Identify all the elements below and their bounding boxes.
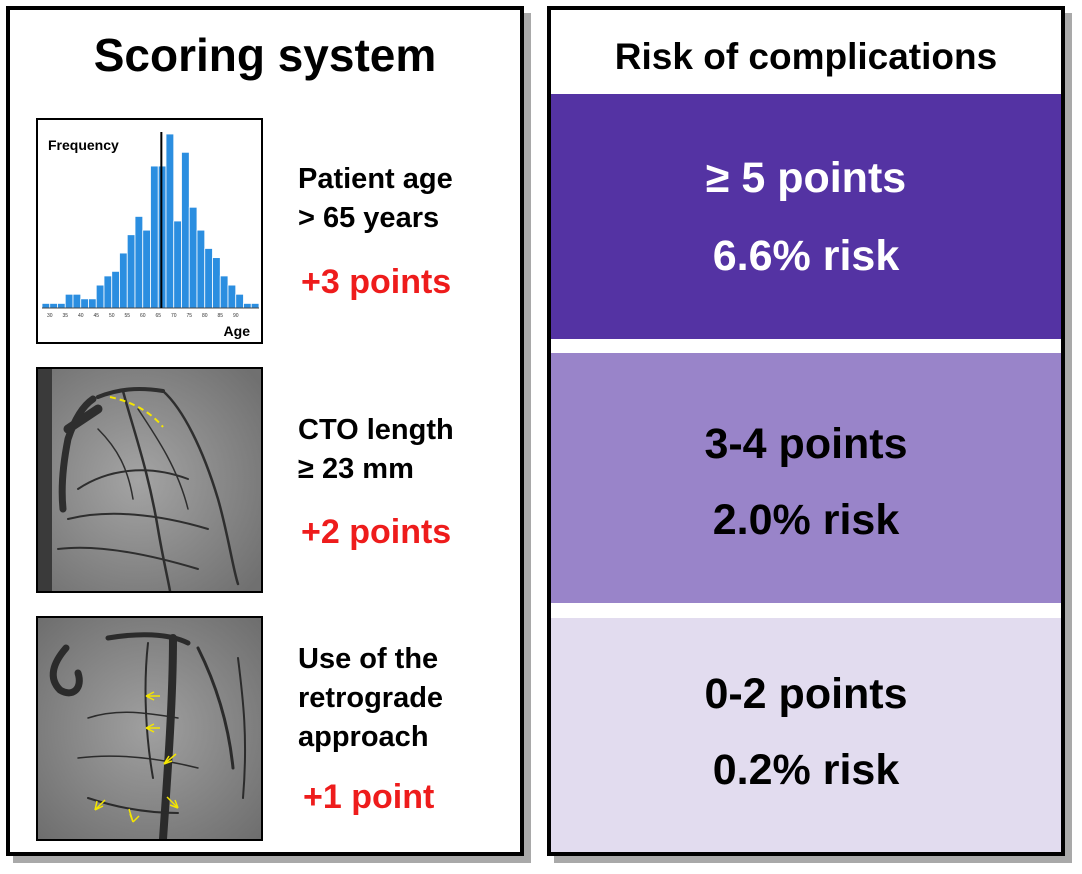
risk-tier-low-percent: 0.2% risk bbox=[712, 746, 900, 794]
histogram-bar bbox=[95, 284, 105, 309]
histogram-tick-label: 60 bbox=[140, 313, 146, 319]
risk-tier-high-points: ≥ 5 points bbox=[705, 154, 907, 202]
risk-tier-medium: 3-4 points 2.0% risk bbox=[551, 353, 1061, 603]
histogram-bar bbox=[188, 206, 198, 309]
histogram-bar bbox=[64, 293, 74, 309]
histogram-bar bbox=[196, 229, 206, 309]
histogram-tick-label: 45 bbox=[93, 313, 99, 319]
criterion-retrograde: Use of the retrograde approach bbox=[298, 640, 443, 757]
angiogram-retrograde-picture bbox=[38, 618, 261, 839]
histogram-bar bbox=[142, 229, 151, 309]
criterion-retrograde-line1: Use of the bbox=[298, 643, 439, 675]
age-histogram: Frequency 30 35 40 45 50 55 60 65 70 75 80 85 90 Age bbox=[36, 118, 263, 344]
histogram-bar bbox=[41, 303, 51, 309]
histogram-tick-label: 50 bbox=[109, 313, 115, 319]
histogram-bar bbox=[111, 270, 120, 309]
criterion-retrograde-points: +1 point bbox=[303, 778, 435, 816]
criterion-cto: CTO length ≥ 23 mm bbox=[298, 411, 454, 489]
cto-segment-dashed-line bbox=[109, 396, 164, 428]
histogram-tick-label: 70 bbox=[171, 313, 177, 319]
criterion-retrograde-line2: retrograde bbox=[298, 682, 444, 714]
histogram-tick-label: 55 bbox=[124, 313, 130, 319]
histogram-bar bbox=[119, 252, 128, 309]
scoring-system-title: Scoring system bbox=[93, 29, 437, 81]
risk-tier-low: 0-2 points 0.2% risk bbox=[551, 618, 1061, 852]
risk-tier-medium-points: 3-4 points bbox=[704, 420, 908, 468]
histogram-bar bbox=[250, 303, 260, 309]
histogram-tick-label: 85 bbox=[217, 313, 223, 319]
risk-tier-high: ≥ 5 points 6.6% risk bbox=[551, 94, 1061, 339]
histogram-chart: Frequency 30 35 40 45 50 55 60 65 70 75 80 85 90 Age bbox=[41, 132, 260, 339]
histogram-bar bbox=[72, 293, 82, 309]
histogram-bar bbox=[219, 275, 229, 309]
histogram-bar bbox=[212, 257, 221, 309]
histogram-bar bbox=[165, 133, 175, 309]
histogram-bar bbox=[243, 303, 252, 309]
scoring-system-panel: Scoring system Frequency 30 35 40 45 50 55 60 6… bbox=[6, 6, 524, 856]
criterion-age-line2: > 65 years bbox=[298, 202, 440, 234]
histogram-bar bbox=[235, 293, 244, 309]
angiogram-cto-picture bbox=[38, 369, 261, 591]
risk-tier-high-percent: 6.6% risk bbox=[712, 232, 900, 280]
histogram-xlabel: Age bbox=[224, 323, 251, 339]
histogram-tick-label: 65 bbox=[155, 313, 161, 319]
risk-tier-low-points: 0-2 points bbox=[704, 670, 908, 718]
criterion-age-points: +3 points bbox=[301, 263, 452, 301]
criterion-age-line1: Patient age bbox=[298, 163, 453, 195]
histogram-bar bbox=[49, 303, 58, 309]
retrograde-arrows bbox=[94, 691, 179, 823]
histogram-bar bbox=[88, 298, 97, 309]
angiogram-cto-length-image bbox=[36, 367, 263, 593]
histogram-bar bbox=[227, 284, 237, 309]
risk-tier-medium-percent: 2.0% risk bbox=[712, 496, 900, 544]
risk-of-complications-panel: Risk of complications ≥ 5 points 6.6% ri… bbox=[547, 6, 1065, 856]
criterion-cto-points: +2 points bbox=[301, 513, 452, 551]
histogram-tick-label: 90 bbox=[233, 313, 239, 319]
histogram-bar bbox=[103, 275, 113, 309]
histogram-tick-label: 40 bbox=[78, 313, 84, 319]
risk-title: Risk of complications bbox=[614, 36, 998, 77]
histogram-tick-label: 75 bbox=[186, 313, 192, 319]
histogram-bar bbox=[80, 298, 89, 309]
histogram-bar bbox=[173, 220, 182, 309]
histogram-tick-label: 80 bbox=[202, 313, 208, 319]
criterion-cto-line1: CTO length bbox=[298, 414, 454, 446]
histogram-bar bbox=[150, 165, 159, 309]
criterion-age: Patient age > 65 years bbox=[298, 160, 453, 238]
criterion-retrograde-line3: approach bbox=[298, 721, 429, 753]
histogram-bar bbox=[181, 151, 190, 309]
histogram-bar bbox=[204, 248, 213, 309]
histogram-tick-label: 35 bbox=[62, 313, 68, 319]
histogram-ylabel: Frequency bbox=[48, 137, 119, 153]
histogram-bar bbox=[134, 216, 144, 309]
criterion-cto-line2: ≥ 23 mm bbox=[298, 453, 414, 485]
histogram-bar bbox=[57, 303, 66, 309]
histogram-tick-label: 30 bbox=[47, 313, 53, 319]
angiogram-retrograde-image bbox=[36, 616, 263, 841]
histogram-bar bbox=[126, 234, 136, 309]
